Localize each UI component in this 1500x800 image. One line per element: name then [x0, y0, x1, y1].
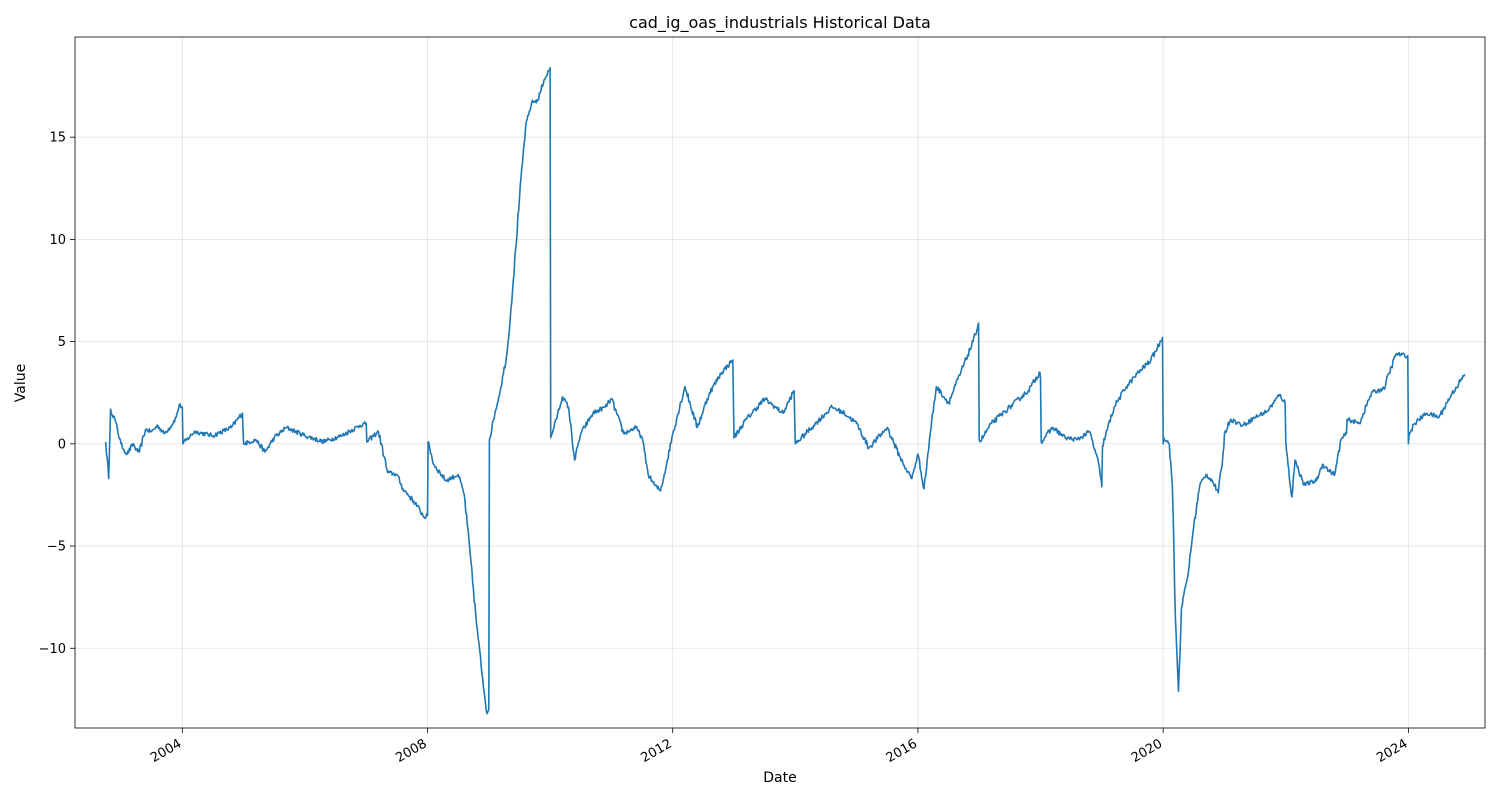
y-axis-label: Value: [13, 364, 29, 402]
series-layer: [104, 66, 1466, 715]
chart-title: cad_ig_oas_industrials Historical Data: [629, 13, 931, 33]
y-tick-label: 10: [49, 233, 66, 248]
y-tick-label: 0: [58, 437, 66, 452]
y-tick-label: 5: [58, 335, 66, 350]
y-axis: −10 −5 0 5 10 15: [39, 131, 75, 657]
y-tick-label: 15: [49, 131, 66, 146]
y-tick-label: −5: [47, 540, 66, 555]
x-axis-label: Date: [763, 770, 796, 786]
plot-frame: [74, 36, 1486, 729]
series-line: [104, 66, 1466, 715]
grid: [75, 37, 1485, 728]
y-tick-label: −10: [39, 642, 66, 657]
